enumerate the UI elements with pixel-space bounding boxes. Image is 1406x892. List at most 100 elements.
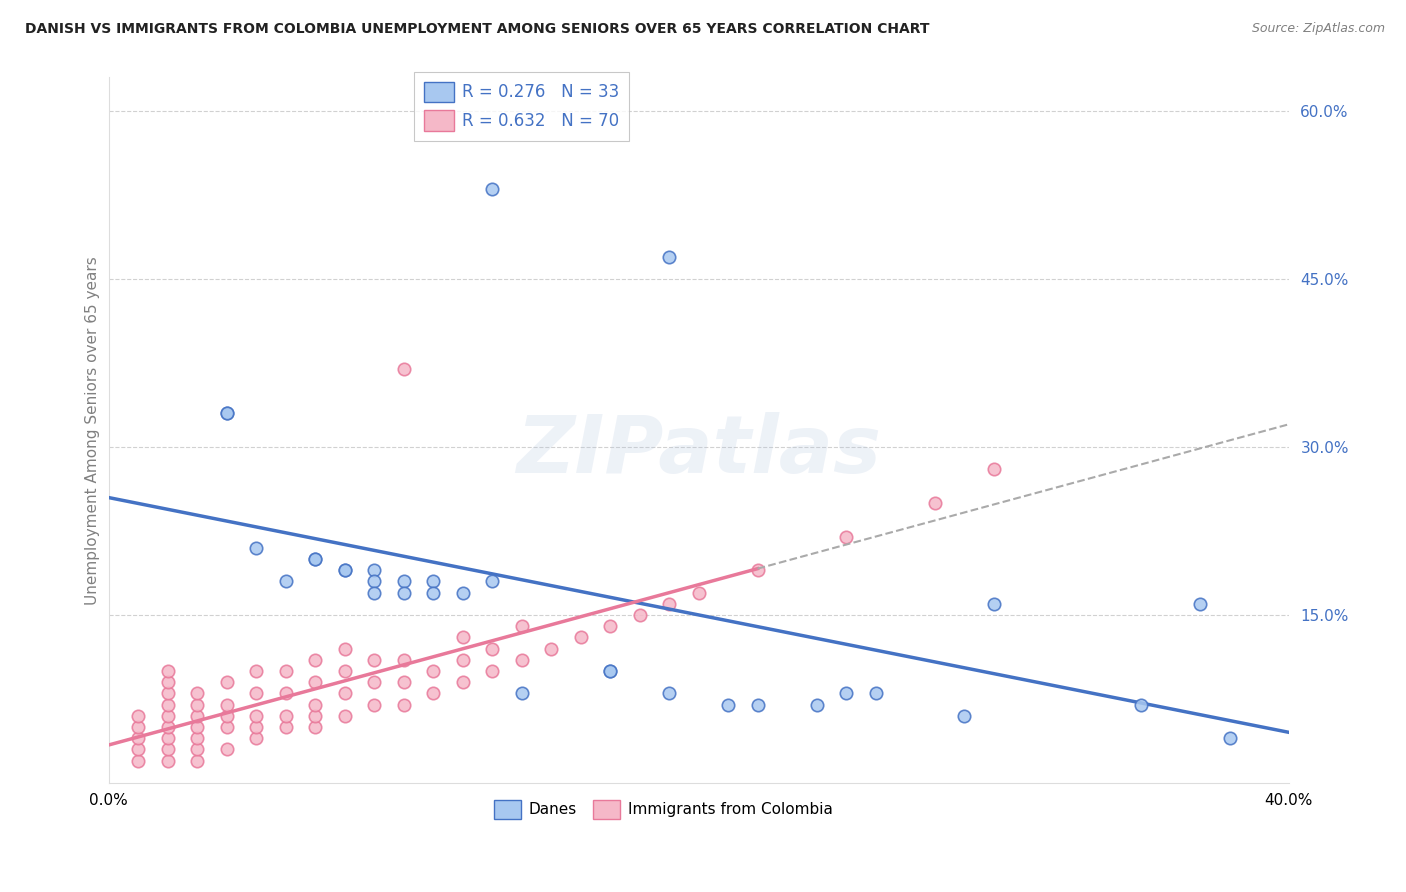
Point [186,720,208,734]
Point [304,552,326,566]
Point [422,686,444,700]
Point [215,698,238,712]
Point [245,720,267,734]
Point [333,709,356,723]
Point [156,754,179,768]
Point [127,754,149,768]
Point [658,686,681,700]
Point [392,675,415,690]
Point [510,653,533,667]
Point [186,742,208,756]
Point [806,698,828,712]
Point [186,698,208,712]
Text: DANISH VS IMMIGRANTS FROM COLOMBIA UNEMPLOYMENT AMONG SENIORS OVER 65 YEARS CORR: DANISH VS IMMIGRANTS FROM COLOMBIA UNEMP… [25,22,929,37]
Point [628,608,651,623]
Point [156,698,179,712]
Point [392,653,415,667]
Point [363,653,385,667]
Point [363,675,385,690]
Point [599,664,621,678]
Point [451,653,474,667]
Point [510,686,533,700]
Point [127,742,149,756]
Point [392,698,415,712]
Point [540,641,562,656]
Point [333,563,356,577]
Point [599,619,621,633]
Point [215,720,238,734]
Point [245,664,267,678]
Point [274,664,297,678]
Point [186,686,208,700]
Point [304,698,326,712]
Point [186,731,208,746]
Y-axis label: Unemployment Among Seniors over 65 years: Unemployment Among Seniors over 65 years [86,256,100,605]
Point [363,563,385,577]
Point [274,720,297,734]
Point [363,574,385,589]
Point [127,720,149,734]
Point [304,709,326,723]
Point [156,742,179,756]
Point [392,361,415,376]
Point [481,182,503,196]
Point [747,563,769,577]
Point [747,698,769,712]
Text: ZIPatlas: ZIPatlas [516,412,882,491]
Point [835,686,858,700]
Point [865,686,887,700]
Point [186,709,208,723]
Point [599,664,621,678]
Point [1189,597,1212,611]
Point [422,664,444,678]
Point [953,709,976,723]
Point [658,597,681,611]
Point [156,686,179,700]
Point [304,675,326,690]
Point [835,530,858,544]
Point [156,664,179,678]
Point [1218,731,1240,746]
Point [510,619,533,633]
Point [481,574,503,589]
Legend: Danes, Immigrants from Colombia: Danes, Immigrants from Colombia [488,794,838,825]
Point [215,675,238,690]
Point [274,686,297,700]
Point [156,731,179,746]
Point [392,585,415,599]
Point [333,664,356,678]
Point [392,574,415,589]
Point [245,541,267,555]
Point [127,709,149,723]
Point [422,574,444,589]
Point [658,250,681,264]
Point [304,552,326,566]
Point [363,585,385,599]
Point [215,406,238,420]
Point [717,698,740,712]
Point [983,597,1005,611]
Point [924,496,946,510]
Point [156,720,179,734]
Point [304,653,326,667]
Point [156,675,179,690]
Point [333,686,356,700]
Point [451,675,474,690]
Point [363,698,385,712]
Point [333,563,356,577]
Point [245,731,267,746]
Point [186,754,208,768]
Point [274,709,297,723]
Point [156,709,179,723]
Point [481,641,503,656]
Point [245,709,267,723]
Point [215,742,238,756]
Point [245,686,267,700]
Point [451,631,474,645]
Point [215,406,238,420]
Point [274,574,297,589]
Point [481,664,503,678]
Point [127,731,149,746]
Point [333,641,356,656]
Point [569,631,592,645]
